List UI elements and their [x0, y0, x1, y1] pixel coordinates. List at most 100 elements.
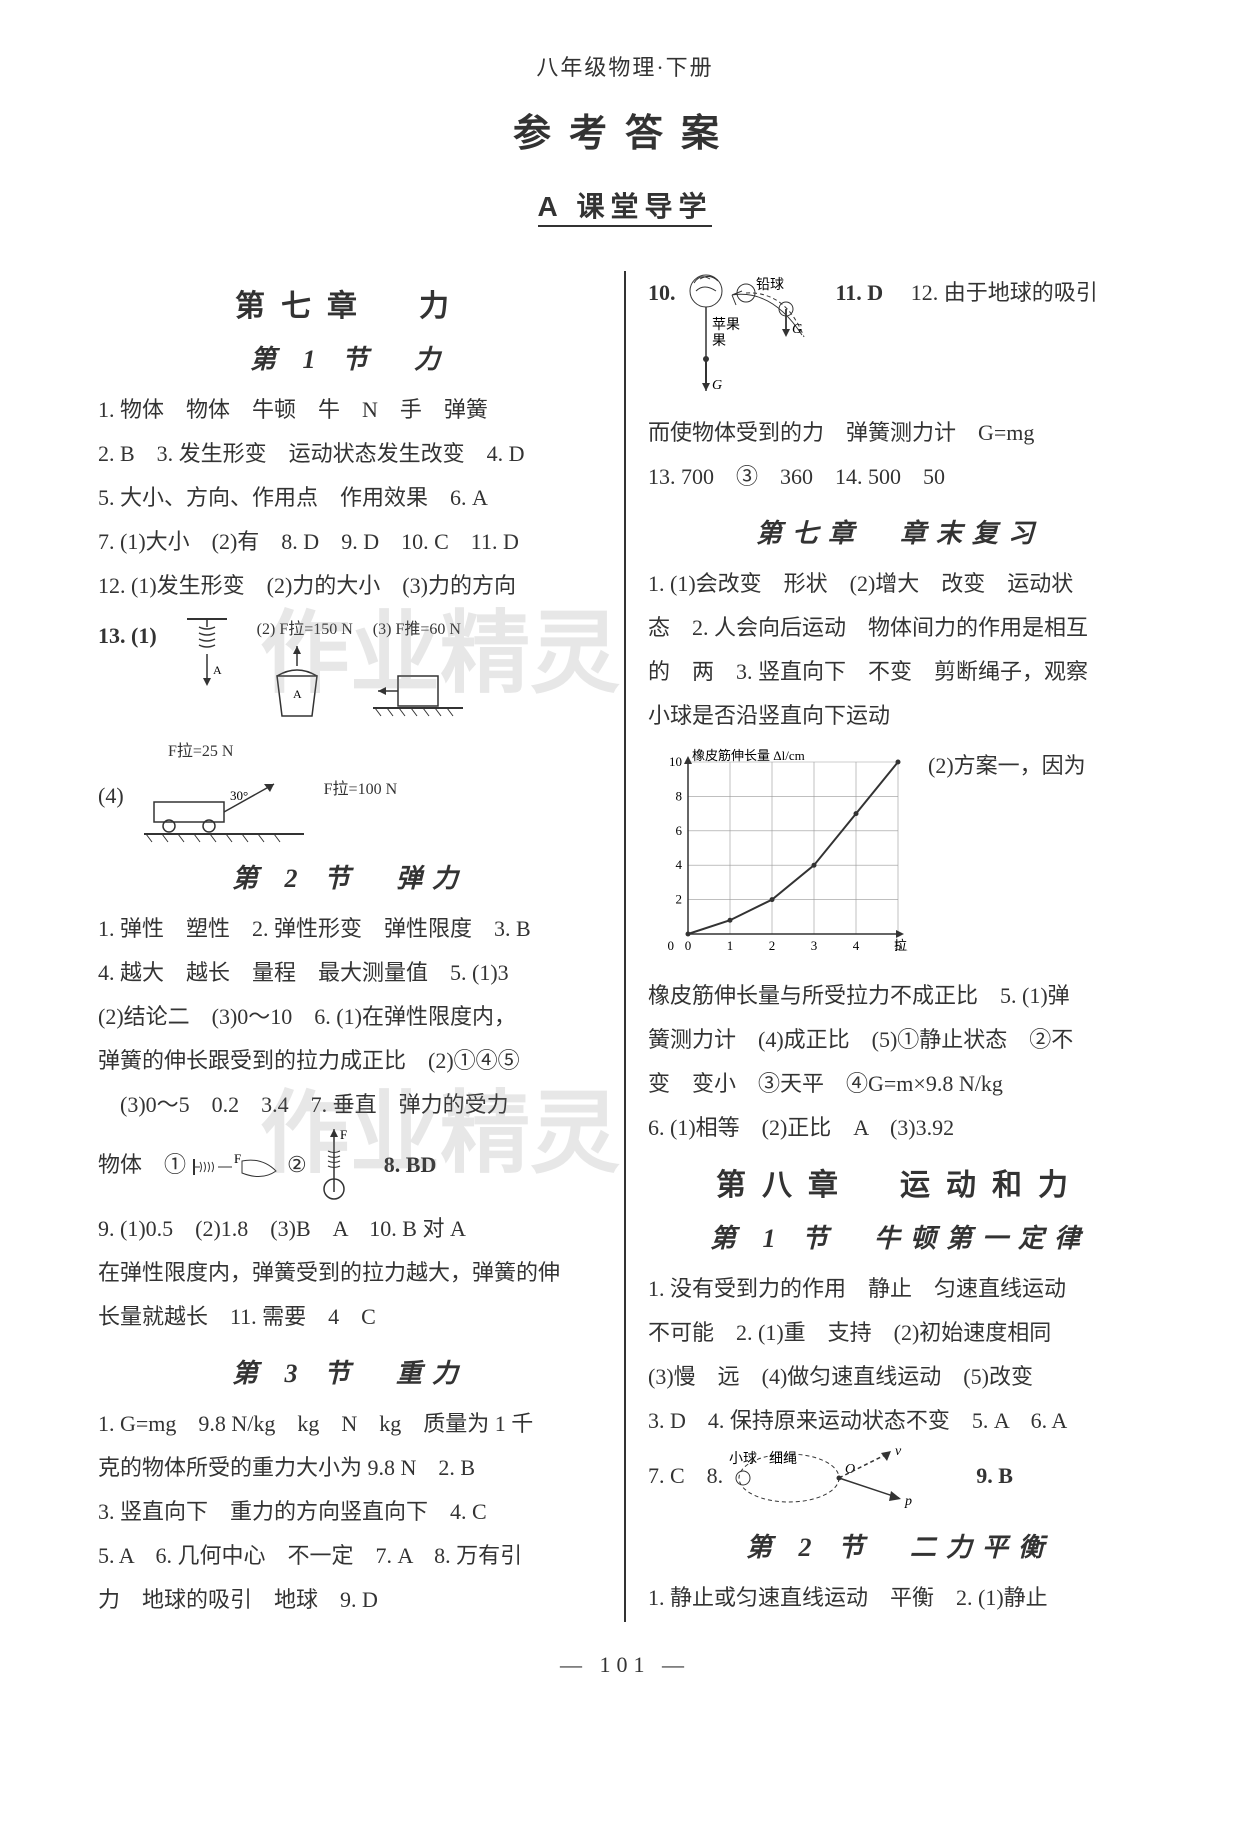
q10-row: 10. 苹果 果 G 铅球	[648, 271, 1152, 411]
svg-text:4: 4	[853, 938, 860, 953]
spring-ball-diagram-icon: F	[312, 1127, 356, 1207]
sec1-line: 5. 大小、方向、作用点 作用效果 6. A	[98, 476, 602, 520]
svg-text:G: G	[712, 378, 722, 393]
svg-text:2: 2	[676, 892, 683, 907]
review-line: 橡皮筋伸长量与所受拉力不成正比 5. (1)弹	[648, 974, 1152, 1018]
sec2-line: (2)结论二 (3)0～10 6. (1)在弹性限度内，	[98, 995, 602, 1039]
box-push-diagram-icon	[373, 646, 463, 726]
section-8-1-title: 第 1 节 牛顿第一定律	[648, 1218, 1152, 1255]
svg-text:8: 8	[676, 788, 683, 803]
q12-label: 12. 由于地球的吸引	[911, 280, 1098, 305]
content-columns: 第七章 力 第 1 节 力 1. 物体 物体 牛顿 牛 N 手 弹簧 2. B …	[80, 271, 1170, 1622]
circular-motion-diagram-icon: 小球 细绳 O v p	[729, 1443, 949, 1513]
review-line: 态 2. 人会向后运动 物体间力的作用是相互	[648, 606, 1152, 650]
svg-text:F: F	[234, 1151, 241, 1166]
q13-label: 13. (1)	[98, 614, 157, 658]
review-line: 的 两 3. 竖直向下 不变 剪断绳子，观察	[648, 650, 1152, 694]
rubber-band-chart: 0123452468100橡皮筋伸长量 Δl/cm拉力 F/N	[648, 744, 908, 964]
q13-4-val: F拉=100 N	[324, 774, 397, 806]
q13-3-group: (3) F推=60 N	[373, 614, 463, 726]
bucket-diagram-icon: A	[257, 646, 337, 736]
svg-text:30°: 30°	[230, 788, 248, 803]
svg-text:A: A	[213, 663, 222, 677]
sec81-line: 不可能 2. (1)重 支持 (2)初始速度相同	[648, 1311, 1152, 1355]
sec3-line: 3. 竖直向下 重力的方向竖直向下 4. C	[98, 1490, 602, 1534]
sec2-line: (3)0～5 0.2 3.4 7. 垂直 弹力的受力	[98, 1083, 602, 1127]
svg-text:0: 0	[668, 938, 675, 953]
sec2-line: 在弹性限度内，弹簧受到的拉力越大，弹簧的伸	[98, 1251, 602, 1295]
hand-spring-diagram-icon: F	[192, 1149, 282, 1185]
chart-right-text: (2)方案一，因为	[928, 744, 1152, 788]
svg-text:小球: 小球	[729, 1451, 757, 1467]
svg-text:F: F	[340, 1127, 347, 1142]
sec2-line: 弹簧的伸长跟受到的拉力成正比 (2)①④⑤	[98, 1039, 602, 1083]
main-title: 参考答案	[80, 102, 1170, 157]
q13-4-label: (4)	[98, 774, 124, 818]
sec3-line: 1. G=mg 9.8 N/kg kg N kg 质量为 1 千	[98, 1402, 602, 1446]
sec1-line: 7. (1)大小 (2)有 8. D 9. D 10. C 11. D	[98, 520, 602, 564]
svg-text:p: p	[904, 1494, 912, 1509]
svg-text:2: 2	[769, 938, 776, 953]
sec81-line: 1. 没有受到力的作用 静止 匀速直线运动	[648, 1267, 1152, 1311]
svg-text:6: 6	[676, 823, 683, 838]
svg-text:1: 1	[727, 938, 734, 953]
sec2-line: 1. 弹性 塑性 2. 弹性形变 弹性限度 3. B	[98, 907, 602, 951]
svg-text:橡皮筋伸长量 Δl/cm: 橡皮筋伸长量 Δl/cm	[692, 748, 805, 763]
spring-diagram-icon: A	[177, 614, 237, 724]
q13-4-row: (4) 30° F拉=100 N	[98, 774, 602, 844]
section-2-title: 第 2 节 弹力	[98, 858, 602, 895]
svg-text:4: 4	[676, 857, 683, 872]
svg-text:细绳: 细绳	[769, 1451, 797, 1467]
sec2-line: 4. 越大 越长 量程 最大测量值 5. (1)3	[98, 951, 602, 995]
cart-diagram-icon: 30°	[144, 774, 304, 844]
right-column: 10. 苹果 果 G 铅球	[630, 271, 1170, 1622]
svg-text:10: 10	[669, 754, 682, 769]
chapter-7-title: 第七章 力	[98, 281, 602, 325]
sec1-line: 2. B 3. 发生形变 运动状态发生改变 4. D	[98, 432, 602, 476]
sec81-line: 3. D 4. 保持原来运动状态不变 5. A 6. A	[648, 1399, 1152, 1443]
section-8-2-title: 第 2 节 二力平衡	[648, 1527, 1152, 1564]
sec81-line: (3)慢 远 (4)做匀速直线运动 (5)改变	[648, 1355, 1152, 1399]
q9-label: 9. B	[976, 1463, 1013, 1488]
sec2-line-7: 物体 ① F ② F 8. BD	[98, 1127, 602, 1207]
q13-diagrams: 13. (1) A (2) F拉=150 N A	[98, 614, 602, 736]
review-line: 1. (1)会改变 形状 (2)增大 改变 运动状	[648, 562, 1152, 606]
apple-ball-diagram-icon: 苹果 果 G 铅球 G	[686, 271, 826, 411]
review-line: 簧测力计 (4)成正比 (5)①静止状态 ②不	[648, 1018, 1152, 1062]
header-subject: 八年级物理·下册	[80, 50, 1170, 82]
review-line: 6. (1)相等 (2)正比 A (3)3.92	[648, 1106, 1152, 1150]
sec1-line: 12. (1)发生形变 (2)力的大小 (3)力的方向	[98, 564, 602, 608]
sec1-line: 1. 物体 物体 牛顿 牛 N 手 弹簧	[98, 388, 602, 432]
sec2-line: 长量就越长 11. 需要 4 C	[98, 1295, 602, 1339]
q10-label: 10.	[648, 271, 676, 315]
svg-text:0: 0	[685, 938, 692, 953]
chapter-8-title: 第八章 运动和力	[648, 1160, 1152, 1204]
review-line: 变 变小 ③天平 ④G=m×9.8 N/kg	[648, 1062, 1152, 1106]
section-1-title: 第 1 节 力	[98, 339, 602, 376]
sec2-line: 9. (1)0.5 (2)1.8 (3)B A 10. B 对 A	[98, 1207, 602, 1251]
svg-text:拉力 F/N: 拉力 F/N	[894, 938, 908, 953]
chart-row: 0123452468100橡皮筋伸长量 Δl/cm拉力 F/N (2)方案一，因…	[648, 744, 1152, 964]
right-q13: 13. 700 ③ 360 14. 500 50	[648, 455, 1152, 499]
svg-text:A: A	[293, 687, 302, 701]
right-cont: 而使物体受到的力 弹簧测力计 G=mg	[648, 411, 1152, 455]
sec3-line: 5. A 6. 几何中心 不一定 7. A 8. 万有引	[98, 1534, 602, 1578]
ch7-review-title: 第七章 章末复习	[648, 513, 1152, 550]
sec82-line: 1. 静止或匀速直线运动 平衡 2. (1)静止	[648, 1576, 1152, 1620]
sec3-line: 克的物体所受的重力大小为 9.8 N 2. B	[98, 1446, 602, 1490]
q13-3-label: (3) F推=60 N	[373, 614, 463, 646]
page-number: — 101 —	[80, 1652, 1170, 1678]
review-line: 小球是否沿竖直向下运动	[648, 694, 1152, 738]
svg-text:铅球: 铅球	[756, 277, 784, 293]
column-divider	[624, 271, 626, 1622]
q13-fval: F拉=25 N	[168, 736, 602, 768]
svg-text:苹果: 苹果	[712, 317, 740, 333]
svg-text:果: 果	[712, 334, 726, 349]
q13-2-group: (2) F拉=150 N A	[257, 614, 353, 736]
sec81-line-8: 7. C 8. 小球 细绳 O v p 9. B	[648, 1443, 1152, 1513]
svg-text:G: G	[792, 322, 802, 337]
q13-2-label: (2) F拉=150 N	[257, 614, 353, 646]
svg-text:3: 3	[811, 938, 818, 953]
sub-title: A 课堂导学	[538, 185, 713, 227]
q11-label: 11. D	[836, 280, 884, 305]
